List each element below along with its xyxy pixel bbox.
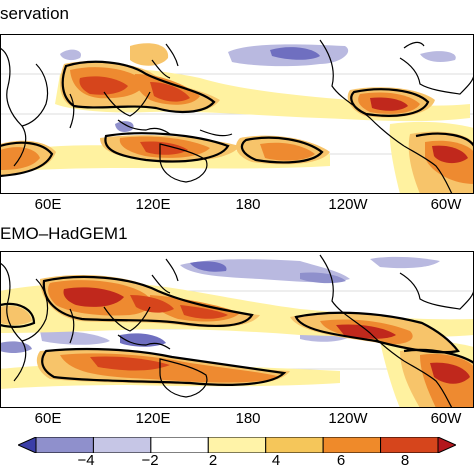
colorbar-segment bbox=[265, 436, 324, 454]
colorbar-label: 6 bbox=[336, 452, 346, 469]
panel-2-lon-tick: 120E bbox=[135, 410, 171, 427]
panel-2-lon-tick: 60W bbox=[430, 410, 462, 427]
panel-2-map bbox=[0, 251, 474, 408]
panel-1-title: servation bbox=[0, 4, 69, 23]
panel-2-lon-tick: 120W bbox=[328, 410, 368, 427]
panel-1-lon-tick: 60W bbox=[430, 196, 462, 213]
panel-1-map bbox=[0, 34, 474, 194]
colorbar-segment bbox=[207, 436, 267, 454]
panel-1-lon-tick: 120W bbox=[328, 196, 368, 213]
colorbar-arrow-high bbox=[437, 436, 458, 454]
colorbar bbox=[16, 436, 458, 458]
panel-1-lon-tick: 60E bbox=[34, 196, 62, 213]
colorbar-segment bbox=[150, 436, 209, 454]
panel-2-lon-tick: 60E bbox=[34, 410, 62, 427]
colorbar-segment bbox=[322, 436, 382, 454]
coastlines bbox=[0, 39, 474, 194]
colorbar-label: −2 bbox=[141, 452, 159, 469]
panel-2-lon-tick: 180 bbox=[235, 410, 261, 427]
colorbar-label: 2 bbox=[208, 452, 218, 469]
colorbar-label: −4 bbox=[77, 452, 95, 469]
panel-2-title: EMO–HadGEM1 bbox=[0, 224, 128, 243]
colorbar-arrow-low bbox=[16, 436, 37, 454]
colorbar-label: 4 bbox=[271, 452, 281, 469]
precip-positive-very-strong bbox=[63, 287, 470, 384]
significance-contours bbox=[0, 275, 474, 386]
colorbar-label: 8 bbox=[400, 452, 410, 469]
colorbar-segment bbox=[380, 436, 439, 454]
colorbar-segment bbox=[92, 436, 152, 454]
precip-positive-very-strong bbox=[79, 76, 468, 164]
significance-contours bbox=[0, 60, 474, 178]
panel-1-lon-tick: 180 bbox=[235, 196, 261, 213]
colorbar-segment bbox=[35, 436, 94, 454]
panel-1-lon-tick: 120E bbox=[135, 196, 171, 213]
precip-negative-anomaly bbox=[60, 44, 456, 132]
coastlines bbox=[0, 254, 474, 408]
